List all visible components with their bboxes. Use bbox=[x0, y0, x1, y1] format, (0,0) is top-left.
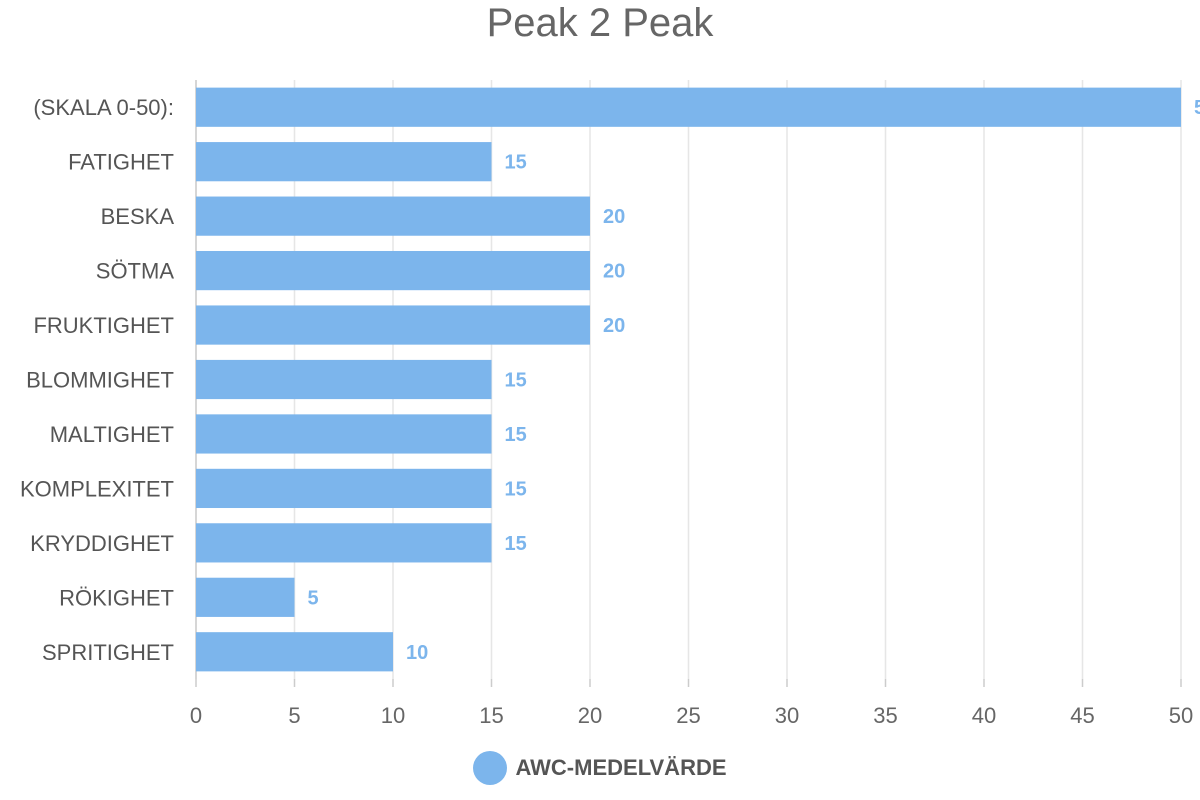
data-label: 15 bbox=[505, 478, 527, 500]
x-tick-label: 50 bbox=[1169, 703, 1193, 728]
bar bbox=[196, 359, 492, 400]
chart-title: Peak 2 Peak bbox=[486, 1, 714, 45]
data-label: 20 bbox=[603, 261, 625, 283]
data-label: 20 bbox=[603, 315, 625, 337]
category-label: KRYDDIGHET bbox=[30, 531, 174, 556]
x-tick-label: 40 bbox=[972, 703, 996, 728]
category-label: FATIGHET bbox=[68, 150, 174, 175]
data-label: 5 bbox=[308, 587, 319, 609]
x-tick-label: 5 bbox=[288, 703, 300, 728]
bar bbox=[196, 196, 590, 236]
category-label: FRUKTIGHET bbox=[33, 313, 174, 338]
category-label: BLOMMIGHET bbox=[26, 368, 174, 393]
category-label: SÖTMA bbox=[96, 259, 175, 284]
category-label: (SKALA 0-50): bbox=[33, 95, 174, 120]
data-label: 15 bbox=[505, 370, 527, 392]
data-label: 5 bbox=[1194, 97, 1200, 119]
bar bbox=[196, 468, 492, 509]
bar bbox=[196, 523, 492, 563]
x-tick-label: 0 bbox=[190, 703, 202, 728]
x-tick-label: 20 bbox=[578, 703, 602, 728]
category-label: BESKA bbox=[101, 204, 175, 229]
legend-label: AWC-MEDELVÄRDE bbox=[515, 755, 727, 780]
x-tick-label: 30 bbox=[775, 703, 799, 728]
bar bbox=[196, 305, 590, 345]
x-tick-label: 35 bbox=[873, 703, 897, 728]
data-label: 15 bbox=[505, 152, 527, 174]
bar bbox=[196, 414, 492, 454]
bar bbox=[196, 632, 393, 672]
category-label: SPRITIGHET bbox=[42, 640, 174, 665]
x-tick-label: 15 bbox=[479, 703, 503, 728]
category-label: KOMPLEXITET bbox=[20, 476, 174, 501]
x-tick-label: 45 bbox=[1070, 703, 1094, 728]
bar bbox=[196, 142, 492, 182]
data-label: 15 bbox=[505, 533, 527, 555]
data-label: 20 bbox=[603, 206, 625, 228]
data-label: 10 bbox=[406, 642, 428, 664]
x-tick-label: 25 bbox=[676, 703, 700, 728]
legend[interactable]: AWC-MEDELVÄRDE bbox=[0, 750, 1200, 786]
bar bbox=[196, 250, 590, 291]
bar bbox=[196, 87, 1181, 127]
legend-marker bbox=[473, 751, 508, 785]
category-label: MALTIGHET bbox=[50, 422, 174, 447]
bar bbox=[196, 577, 295, 617]
x-tick-label: 10 bbox=[381, 703, 405, 728]
category-label: RÖKIGHET bbox=[59, 585, 174, 610]
data-label: 15 bbox=[505, 424, 527, 446]
